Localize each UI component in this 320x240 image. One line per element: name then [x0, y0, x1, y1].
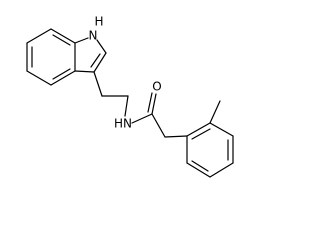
bond	[96, 39, 107, 54]
bond	[131, 113, 153, 124]
bond	[93, 71, 103, 97]
bond	[151, 93, 157, 115]
bonds	[26, 28, 234, 178]
bond	[90, 53, 101, 68]
structure: H N HN O	[26, 15, 234, 178]
atom-label: H	[94, 15, 103, 29]
bond	[209, 100, 221, 124]
bond	[191, 160, 209, 172]
bond	[74, 37, 89, 44]
bond	[26, 70, 52, 86]
bond	[26, 28, 52, 44]
bond	[124, 95, 129, 117]
bond	[50, 28, 76, 44]
bond	[209, 162, 234, 178]
bond	[52, 34, 71, 46]
bond	[93, 52, 107, 73]
bond	[151, 113, 166, 138]
atom-label: HN	[114, 117, 132, 131]
bond	[209, 122, 234, 137]
bond	[52, 68, 71, 80]
atom-label: O	[152, 80, 161, 94]
atom-label: N	[89, 29, 98, 43]
bond	[186, 122, 211, 137]
bond	[147, 92, 153, 113]
bond	[50, 70, 76, 86]
bond	[191, 128, 211, 140]
bond	[164, 135, 188, 138]
bond	[74, 70, 95, 73]
bond	[186, 162, 211, 178]
